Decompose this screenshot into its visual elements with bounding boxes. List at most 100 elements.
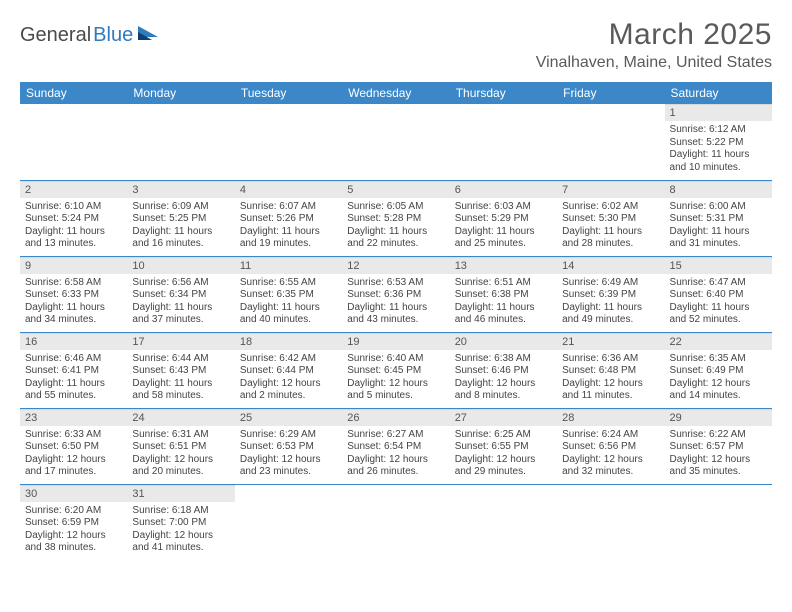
day-number: 24 xyxy=(127,409,234,426)
day-number: 14 xyxy=(557,257,664,274)
day-number: 11 xyxy=(235,257,342,274)
day-number: 15 xyxy=(665,257,772,274)
calendar-cell: 13Sunrise: 6:51 AMSunset: 6:38 PMDayligh… xyxy=(450,256,557,332)
calendar-cell: 19Sunrise: 6:40 AMSunset: 6:45 PMDayligh… xyxy=(342,332,449,408)
calendar-cell: 10Sunrise: 6:56 AMSunset: 6:34 PMDayligh… xyxy=(127,256,234,332)
day-number: 19 xyxy=(342,333,449,350)
day-details: Sunrise: 6:42 AMSunset: 6:44 PMDaylight:… xyxy=(235,350,342,407)
day-number: 22 xyxy=(665,333,772,350)
day-details: Sunrise: 6:35 AMSunset: 6:49 PMDaylight:… xyxy=(665,350,772,407)
day-details: Sunrise: 6:29 AMSunset: 6:53 PMDaylight:… xyxy=(235,426,342,483)
logo-text-1: General xyxy=(20,24,91,47)
calendar-cell: 22Sunrise: 6:35 AMSunset: 6:49 PMDayligh… xyxy=(665,332,772,408)
calendar-cell xyxy=(557,484,664,560)
day-number: 5 xyxy=(342,181,449,198)
weekday-header: Sunday xyxy=(20,82,127,104)
day-details: Sunrise: 6:46 AMSunset: 6:41 PMDaylight:… xyxy=(20,350,127,407)
calendar-cell xyxy=(342,104,449,180)
calendar-row: 23Sunrise: 6:33 AMSunset: 6:50 PMDayligh… xyxy=(20,408,772,484)
day-number: 20 xyxy=(450,333,557,350)
day-details: Sunrise: 6:55 AMSunset: 6:35 PMDaylight:… xyxy=(235,274,342,331)
day-details: Sunrise: 6:09 AMSunset: 5:25 PMDaylight:… xyxy=(127,198,234,255)
calendar-cell: 6Sunrise: 6:03 AMSunset: 5:29 PMDaylight… xyxy=(450,180,557,256)
calendar-cell: 23Sunrise: 6:33 AMSunset: 6:50 PMDayligh… xyxy=(20,408,127,484)
calendar-cell xyxy=(235,484,342,560)
weekday-header: Wednesday xyxy=(342,82,449,104)
day-number: 17 xyxy=(127,333,234,350)
day-number: 8 xyxy=(665,181,772,198)
header: GeneralBlue March 2025 Vinalhaven, Maine… xyxy=(20,18,772,72)
day-number: 25 xyxy=(235,409,342,426)
calendar-cell xyxy=(20,104,127,180)
calendar-row: 1Sunrise: 6:12 AMSunset: 5:22 PMDaylight… xyxy=(20,104,772,180)
day-details: Sunrise: 6:24 AMSunset: 6:56 PMDaylight:… xyxy=(557,426,664,483)
calendar-cell: 17Sunrise: 6:44 AMSunset: 6:43 PMDayligh… xyxy=(127,332,234,408)
calendar-cell xyxy=(342,484,449,560)
day-number: 28 xyxy=(557,409,664,426)
calendar-cell: 16Sunrise: 6:46 AMSunset: 6:41 PMDayligh… xyxy=(20,332,127,408)
calendar-row: 30Sunrise: 6:20 AMSunset: 6:59 PMDayligh… xyxy=(20,484,772,560)
day-details: Sunrise: 6:10 AMSunset: 5:24 PMDaylight:… xyxy=(20,198,127,255)
calendar-cell: 2Sunrise: 6:10 AMSunset: 5:24 PMDaylight… xyxy=(20,180,127,256)
calendar-cell: 25Sunrise: 6:29 AMSunset: 6:53 PMDayligh… xyxy=(235,408,342,484)
calendar-cell: 29Sunrise: 6:22 AMSunset: 6:57 PMDayligh… xyxy=(665,408,772,484)
title-block: March 2025 Vinalhaven, Maine, United Sta… xyxy=(536,18,772,72)
calendar-cell: 8Sunrise: 6:00 AMSunset: 5:31 PMDaylight… xyxy=(665,180,772,256)
logo-text-2: Blue xyxy=(93,24,133,47)
day-details: Sunrise: 6:03 AMSunset: 5:29 PMDaylight:… xyxy=(450,198,557,255)
day-details: Sunrise: 6:56 AMSunset: 6:34 PMDaylight:… xyxy=(127,274,234,331)
day-number: 23 xyxy=(20,409,127,426)
calendar-cell: 11Sunrise: 6:55 AMSunset: 6:35 PMDayligh… xyxy=(235,256,342,332)
day-details: Sunrise: 6:53 AMSunset: 6:36 PMDaylight:… xyxy=(342,274,449,331)
day-number: 18 xyxy=(235,333,342,350)
calendar-cell: 3Sunrise: 6:09 AMSunset: 5:25 PMDaylight… xyxy=(127,180,234,256)
calendar-cell xyxy=(450,104,557,180)
weekday-header: Monday xyxy=(127,82,234,104)
calendar-cell: 1Sunrise: 6:12 AMSunset: 5:22 PMDaylight… xyxy=(665,104,772,180)
calendar-cell: 12Sunrise: 6:53 AMSunset: 6:36 PMDayligh… xyxy=(342,256,449,332)
day-details: Sunrise: 6:02 AMSunset: 5:30 PMDaylight:… xyxy=(557,198,664,255)
calendar-cell: 15Sunrise: 6:47 AMSunset: 6:40 PMDayligh… xyxy=(665,256,772,332)
calendar-cell xyxy=(450,484,557,560)
day-details: Sunrise: 6:38 AMSunset: 6:46 PMDaylight:… xyxy=(450,350,557,407)
day-details: Sunrise: 6:12 AMSunset: 5:22 PMDaylight:… xyxy=(665,121,772,178)
calendar-cell: 26Sunrise: 6:27 AMSunset: 6:54 PMDayligh… xyxy=(342,408,449,484)
calendar-cell xyxy=(557,104,664,180)
calendar-cell: 30Sunrise: 6:20 AMSunset: 6:59 PMDayligh… xyxy=(20,484,127,560)
calendar-cell: 31Sunrise: 6:18 AMSunset: 7:00 PMDayligh… xyxy=(127,484,234,560)
calendar-cell: 9Sunrise: 6:58 AMSunset: 6:33 PMDaylight… xyxy=(20,256,127,332)
day-details: Sunrise: 6:44 AMSunset: 6:43 PMDaylight:… xyxy=(127,350,234,407)
calendar-cell: 21Sunrise: 6:36 AMSunset: 6:48 PMDayligh… xyxy=(557,332,664,408)
day-details: Sunrise: 6:18 AMSunset: 7:00 PMDaylight:… xyxy=(127,502,234,559)
calendar-cell: 5Sunrise: 6:05 AMSunset: 5:28 PMDaylight… xyxy=(342,180,449,256)
day-number: 1 xyxy=(665,104,772,121)
day-number: 7 xyxy=(557,181,664,198)
calendar-cell: 4Sunrise: 6:07 AMSunset: 5:26 PMDaylight… xyxy=(235,180,342,256)
day-details: Sunrise: 6:05 AMSunset: 5:28 PMDaylight:… xyxy=(342,198,449,255)
calendar-cell: 7Sunrise: 6:02 AMSunset: 5:30 PMDaylight… xyxy=(557,180,664,256)
day-details: Sunrise: 6:00 AMSunset: 5:31 PMDaylight:… xyxy=(665,198,772,255)
calendar-cell: 20Sunrise: 6:38 AMSunset: 6:46 PMDayligh… xyxy=(450,332,557,408)
calendar-cell xyxy=(127,104,234,180)
day-number: 27 xyxy=(450,409,557,426)
calendar-cell: 18Sunrise: 6:42 AMSunset: 6:44 PMDayligh… xyxy=(235,332,342,408)
flag-icon xyxy=(138,24,160,47)
calendar-cell: 27Sunrise: 6:25 AMSunset: 6:55 PMDayligh… xyxy=(450,408,557,484)
calendar-row: 2Sunrise: 6:10 AMSunset: 5:24 PMDaylight… xyxy=(20,180,772,256)
day-details: Sunrise: 6:20 AMSunset: 6:59 PMDaylight:… xyxy=(20,502,127,559)
day-number: 2 xyxy=(20,181,127,198)
calendar-row: 9Sunrise: 6:58 AMSunset: 6:33 PMDaylight… xyxy=(20,256,772,332)
day-number: 21 xyxy=(557,333,664,350)
calendar-row: 16Sunrise: 6:46 AMSunset: 6:41 PMDayligh… xyxy=(20,332,772,408)
day-details: Sunrise: 6:31 AMSunset: 6:51 PMDaylight:… xyxy=(127,426,234,483)
day-number: 31 xyxy=(127,485,234,502)
day-details: Sunrise: 6:51 AMSunset: 6:38 PMDaylight:… xyxy=(450,274,557,331)
weekday-header: Thursday xyxy=(450,82,557,104)
day-details: Sunrise: 6:36 AMSunset: 6:48 PMDaylight:… xyxy=(557,350,664,407)
day-details: Sunrise: 6:07 AMSunset: 5:26 PMDaylight:… xyxy=(235,198,342,255)
day-number: 3 xyxy=(127,181,234,198)
calendar-cell xyxy=(665,484,772,560)
calendar-cell xyxy=(235,104,342,180)
day-number: 13 xyxy=(450,257,557,274)
day-number: 16 xyxy=(20,333,127,350)
